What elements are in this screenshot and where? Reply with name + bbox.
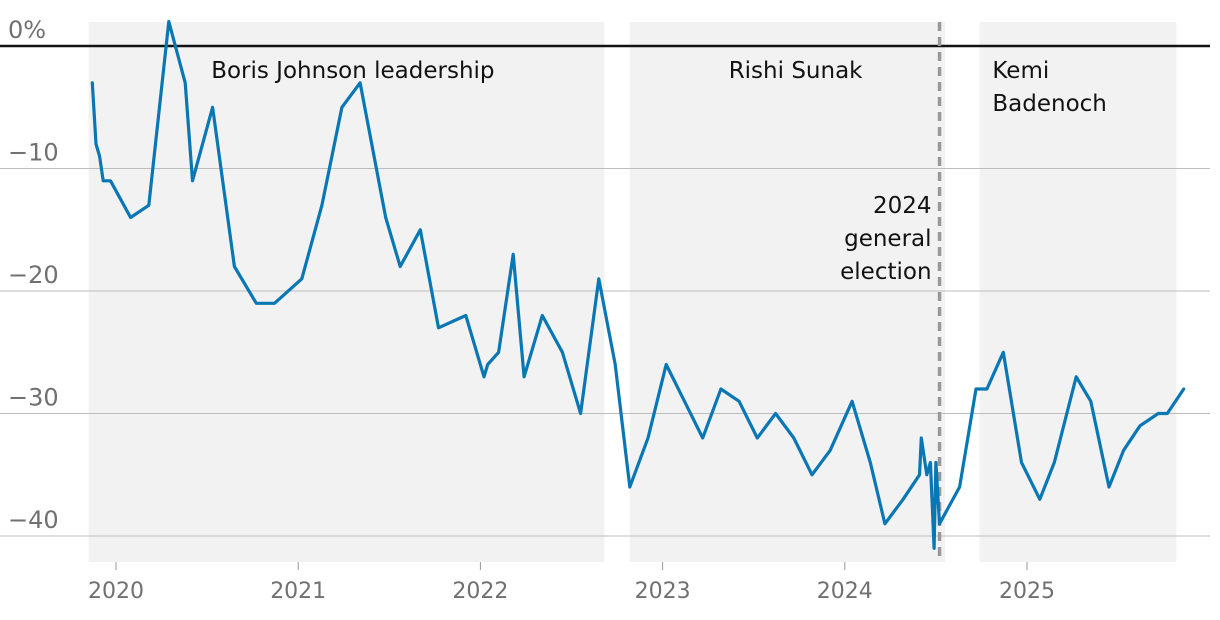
x-tick-label: 2020 [88,579,144,604]
election-annotation-line: 2024 [873,193,932,219]
band-label-boris: Boris Johnson leadership [211,58,494,84]
series-group [90,19,1186,550]
election-annotation-line: election [840,259,931,285]
y-tick-label: 0% [8,16,46,44]
band-labels: Boris Johnson leadership Rishi Sunak Kemi B… [211,58,1107,117]
band-label-badenoch: Badenoch [992,91,1107,117]
x-tick-label: 2021 [270,579,326,604]
y-gridlines [0,168,1210,537]
series-line [90,19,1186,550]
band-label-sunak: Rishi Sunak [729,58,863,84]
band-boris [88,22,605,562]
x-tick-label: 2024 [817,579,873,604]
band-label-badenoch: Kemi [992,58,1049,84]
y-tick-label: −40 [8,506,59,534]
election-annotation-line: general [844,226,931,252]
election-marker: 2024 general election [840,22,942,562]
x-tick-label: 2023 [635,579,691,604]
x-tick-label: 2025 [999,579,1055,604]
x-axis-tick-labels: 2020 2021 2022 2023 2024 2025 [88,562,1055,604]
y-axis-tick-labels: 0% −10 −20 −30 −40 [8,16,59,534]
band-badenoch [979,22,1177,562]
y-tick-label: −10 [8,139,59,167]
leadership-bands [88,22,1177,562]
y-tick-label: −20 [8,261,59,289]
y-tick-label: −30 [8,384,59,412]
x-tick-label: 2022 [452,579,508,604]
band-sunak [629,22,946,562]
